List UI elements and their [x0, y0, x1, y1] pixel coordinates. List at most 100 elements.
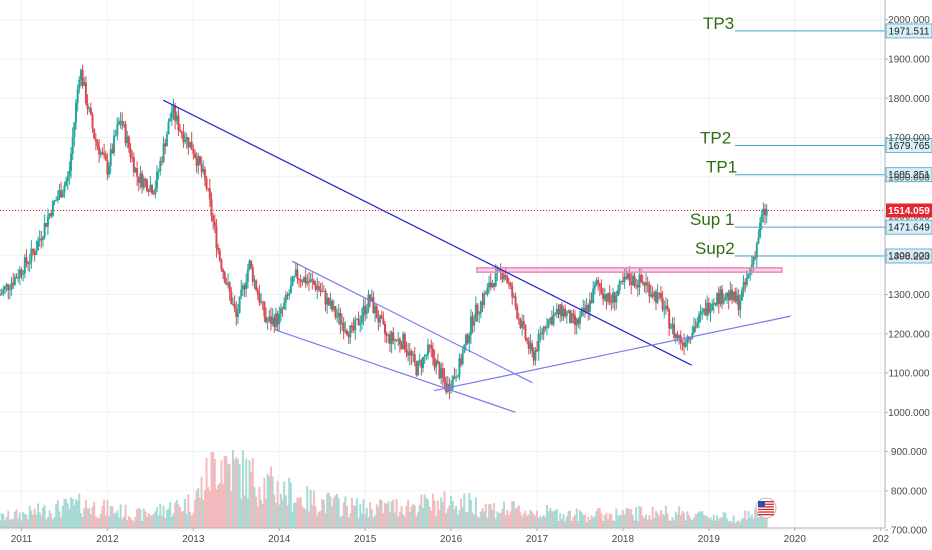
- volume-bar: [109, 506, 112, 528]
- candle-body: [119, 120, 122, 122]
- candle-body: [413, 354, 416, 362]
- level-tag-box: [885, 219, 932, 235]
- x-tick-label: 2017: [526, 534, 549, 545]
- volume-bar: [45, 519, 48, 528]
- volume-bar: [43, 504, 46, 528]
- candle-body: [33, 252, 36, 255]
- volume-bar: [227, 464, 230, 528]
- volume-bar: [430, 510, 433, 528]
- candle-body: [78, 79, 81, 89]
- volume-bar: [461, 507, 464, 528]
- candle-body: [46, 216, 49, 227]
- candle-body: [344, 330, 347, 332]
- candle-body: [53, 200, 56, 202]
- volume-bar: [433, 500, 436, 528]
- volume-bar: [55, 503, 58, 528]
- volume-bar: [279, 493, 282, 528]
- level-tag-text: 1398.223: [888, 251, 930, 262]
- volume-bar: [222, 483, 225, 528]
- volume-bar: [458, 510, 461, 528]
- candle-body: [75, 102, 78, 123]
- candle-body: [132, 157, 135, 173]
- candle-body: [86, 103, 89, 109]
- candle-body: [458, 358, 461, 377]
- candle-body: [116, 124, 119, 136]
- candle-body: [694, 326, 697, 328]
- candle-body: [484, 293, 487, 295]
- candle-body: [25, 257, 28, 264]
- candle-body: [443, 377, 446, 383]
- volume-bar: [208, 490, 211, 528]
- volume-bar: [603, 515, 606, 528]
- volume-bar: [608, 513, 611, 528]
- candle-body: [593, 285, 596, 289]
- candle-body: [393, 339, 396, 341]
- candle-body: [724, 296, 727, 301]
- volume-bar: [565, 516, 568, 528]
- volume-bar: [256, 505, 259, 528]
- level-label: Sup 1: [690, 210, 734, 229]
- candle-body: [711, 304, 714, 311]
- candle-body: [89, 108, 92, 115]
- candle-body: [734, 291, 737, 302]
- candle-body: [550, 317, 553, 325]
- volume-bar: [217, 485, 220, 528]
- candle-body: [529, 343, 532, 349]
- candle-body: [468, 335, 471, 344]
- candle-body: [147, 190, 150, 192]
- candle-body: [536, 349, 539, 352]
- candle-body: [572, 313, 575, 316]
- volume-bar: [61, 505, 64, 528]
- candle-body: [542, 326, 545, 334]
- volume-bar: [220, 460, 223, 528]
- volume-bar: [354, 505, 357, 528]
- candle-body: [146, 180, 149, 191]
- current-price-tag: 1514.059: [886, 203, 932, 218]
- candle-body: [504, 275, 507, 277]
- candle-body: [58, 190, 61, 198]
- volume-bar: [298, 497, 301, 528]
- candle-body: [631, 275, 634, 286]
- volume-bar: [446, 508, 449, 528]
- candle-body: [570, 313, 573, 323]
- volume-bar: [724, 512, 727, 528]
- candle-body: [560, 304, 563, 317]
- volume-bar: [205, 457, 208, 528]
- candle-body: [555, 308, 558, 314]
- candle-body: [263, 302, 266, 317]
- volume-bar: [88, 508, 91, 528]
- volume-bar: [75, 499, 78, 528]
- volume-bar: [744, 510, 747, 528]
- volume-bar: [99, 513, 102, 528]
- candle-body: [455, 377, 458, 379]
- volume-bar: [260, 499, 263, 528]
- candle-body: [258, 294, 261, 303]
- volume-bar: [711, 520, 714, 528]
- y-tick-label: 2000.000: [888, 15, 930, 26]
- volume-bar: [283, 481, 286, 528]
- volume-bar: [41, 507, 44, 528]
- candle-body: [157, 170, 160, 172]
- candle-body: [122, 124, 125, 126]
- candle-body: [350, 325, 353, 327]
- candle-body: [265, 316, 268, 322]
- candle-body: [580, 311, 583, 317]
- volume-bar: [735, 521, 738, 528]
- candle-body: [253, 280, 256, 282]
- volume-bar: [536, 510, 539, 528]
- volume-bar: [590, 515, 593, 528]
- level-tag-text: 1471.649: [888, 223, 930, 234]
- volume-bar: [147, 513, 150, 528]
- flag-icon[interactable]: [755, 497, 777, 519]
- volume-bar: [236, 459, 239, 528]
- candle-body: [588, 300, 591, 313]
- volume-bar: [613, 521, 616, 528]
- level-label: TP1: [706, 158, 737, 177]
- volume-bars: [0, 449, 768, 528]
- candle-body: [671, 324, 674, 328]
- volume-bar: [136, 509, 139, 528]
- volume-bar: [448, 505, 451, 528]
- volume-bar: [484, 503, 487, 528]
- flag-stripe: [758, 511, 774, 513]
